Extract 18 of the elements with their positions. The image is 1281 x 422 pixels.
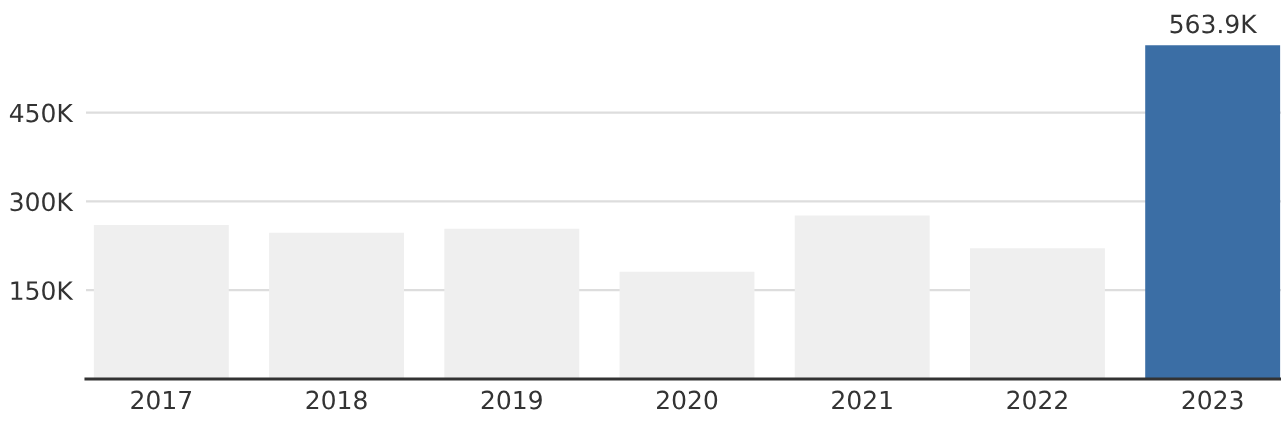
y-tick-label: 450K <box>9 103 74 123</box>
bar <box>794 215 930 379</box>
y-tick-label: 150K <box>11 281 74 301</box>
bar <box>969 248 1105 379</box>
data-label: 563.9K <box>1170 14 1258 34</box>
bar <box>444 228 580 379</box>
bar <box>1145 45 1281 379</box>
x-tick-label: 2022 <box>1007 390 1067 410</box>
y-tick-label: 300K <box>10 192 74 212</box>
bar <box>93 225 229 379</box>
x-tick-label: 2020 <box>657 390 718 410</box>
x-tick-label: 2018 <box>306 390 367 410</box>
bar <box>269 232 405 379</box>
x-tick-label: 2017 <box>131 390 192 410</box>
x-tick-label: 2023 <box>1182 390 1243 410</box>
bar <box>619 271 755 379</box>
x-tick-label: 2021 <box>832 390 892 410</box>
x-tick-label: 2019 <box>481 390 542 410</box>
